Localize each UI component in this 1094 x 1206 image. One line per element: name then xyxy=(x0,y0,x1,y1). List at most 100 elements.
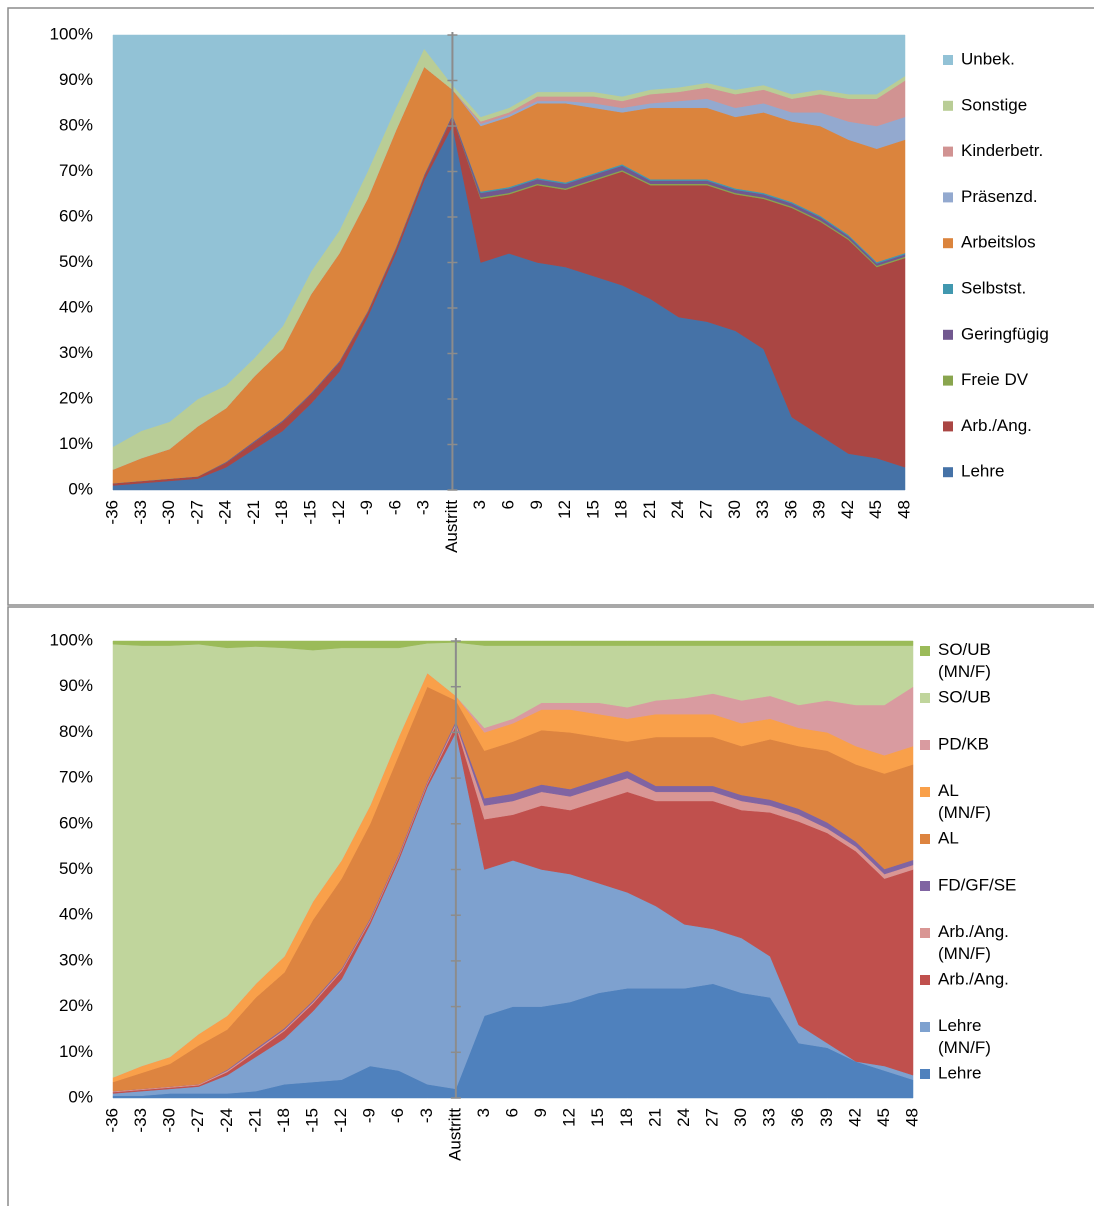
x-tick-label: 24 xyxy=(674,1108,693,1127)
x-tick-label: 42 xyxy=(838,500,857,519)
x-tick-label: 33 xyxy=(760,1108,779,1127)
x-tick-label: Austritt xyxy=(442,500,461,553)
x-tick-label: 36 xyxy=(788,1108,807,1127)
y-tick-label: 60% xyxy=(59,206,93,225)
x-tick-label: 15 xyxy=(583,500,602,519)
panel-borders xyxy=(7,7,1094,1206)
x-tick-label: 18 xyxy=(612,500,631,519)
x-tick-label: 48 xyxy=(894,500,913,519)
legend-label: Arbeitslos xyxy=(961,233,1036,252)
x-tick-label: -3 xyxy=(417,1108,436,1123)
y-tick-label: 70% xyxy=(59,768,93,787)
x-tick-label: -27 xyxy=(187,500,206,525)
x-tick-label: 6 xyxy=(502,1108,521,1117)
legend-label: Selbstst. xyxy=(961,278,1026,297)
x-tick-label: Austritt xyxy=(445,1108,464,1161)
legend-marker xyxy=(943,192,953,203)
y-tick-label: 50% xyxy=(59,252,93,271)
legend-label: AL xyxy=(938,828,959,847)
legend-label: SO/UB (MN/F) xyxy=(938,640,996,681)
legend-label: Lehre xyxy=(961,462,1004,481)
x-tick-label: -30 xyxy=(159,500,178,525)
legend-label: Geringfügig xyxy=(961,324,1049,343)
x-tick-label: 45 xyxy=(874,1108,893,1127)
y-tick-label: 100% xyxy=(50,630,93,649)
legend-marker xyxy=(920,975,930,985)
y-tick-label: 40% xyxy=(59,297,93,316)
x-tick-label: -12 xyxy=(329,500,348,525)
x-tick-label: 21 xyxy=(640,500,659,519)
legend-label: AL (MN/F) xyxy=(938,781,991,822)
x-tick-label: -6 xyxy=(385,500,404,515)
legend-marker xyxy=(943,329,953,340)
y-tick-label: 90% xyxy=(59,676,93,695)
legend-marker xyxy=(943,100,953,111)
x-tick-label: -9 xyxy=(360,1108,379,1123)
x-tick-label: -21 xyxy=(245,1108,264,1133)
panel-border xyxy=(7,606,1094,1206)
x-tick-label: 3 xyxy=(474,1108,493,1117)
x-tick-label: -18 xyxy=(272,500,291,525)
x-tick-label: -15 xyxy=(302,1108,321,1133)
x-tick-label: -24 xyxy=(217,1108,236,1133)
x-tick-label: -36 xyxy=(102,1108,121,1133)
x-tick-label: -21 xyxy=(244,500,263,525)
legend-label: Kinderbetr. xyxy=(961,141,1043,160)
x-tick-label: -6 xyxy=(388,1108,407,1123)
legend-label: Arb./Ang. xyxy=(961,416,1032,435)
legend-marker xyxy=(920,693,930,703)
legend-label: Lehre (MN/F) xyxy=(938,1016,991,1057)
x-tick-label: 15 xyxy=(588,1108,607,1127)
legend-label: Freie DV xyxy=(961,370,1029,389)
x-tick-label: -24 xyxy=(216,500,235,525)
x-tick-label: 39 xyxy=(817,1108,836,1127)
y-tick-label: 30% xyxy=(59,343,93,362)
x-tick-label: 39 xyxy=(810,500,829,519)
x-tick-label: 42 xyxy=(845,1108,864,1127)
y-tick-label: 0% xyxy=(68,479,93,498)
x-tick-label: 9 xyxy=(531,1108,550,1117)
legend-label: FD/GF/SE xyxy=(938,875,1016,894)
y-tick-label: 60% xyxy=(59,813,93,832)
x-tick-label: 30 xyxy=(725,500,744,519)
legend-marker xyxy=(943,238,953,249)
x-tick-label: -12 xyxy=(331,1108,350,1133)
x-tick-label: -30 xyxy=(160,1108,179,1133)
legend-marker xyxy=(943,375,953,386)
legend-label: Lehre xyxy=(938,1063,981,1082)
x-tick-label: 21 xyxy=(645,1108,664,1127)
x-tick-label: 30 xyxy=(731,1108,750,1127)
legend-marker xyxy=(920,928,930,938)
panel-border xyxy=(7,7,1094,606)
legend-marker xyxy=(920,881,930,891)
y-tick-label: 20% xyxy=(59,996,93,1015)
x-tick-label: -3 xyxy=(414,500,433,515)
x-tick-label: -36 xyxy=(102,500,121,525)
legend-marker xyxy=(943,146,953,157)
x-tick-label: 6 xyxy=(498,500,517,509)
legend-marker xyxy=(920,1022,930,1032)
y-tick-label: 70% xyxy=(59,161,93,180)
legend-label: Präsenzd. xyxy=(961,187,1038,206)
legend-label: PD/KB xyxy=(938,734,989,753)
legend-label: Sonstige xyxy=(961,95,1027,114)
x-tick-label: 48 xyxy=(902,1108,921,1127)
x-tick-label: -33 xyxy=(131,500,150,525)
legend-label: Unbek. xyxy=(961,49,1015,68)
legend-marker xyxy=(920,834,930,844)
y-tick-label: 80% xyxy=(59,115,93,134)
y-tick-label: 80% xyxy=(59,722,93,741)
x-tick-label: 27 xyxy=(696,500,715,519)
area xyxy=(112,640,914,651)
legend-marker xyxy=(943,467,953,478)
x-tick-label: -18 xyxy=(274,1108,293,1133)
x-tick-label: 18 xyxy=(617,1108,636,1127)
legend-label: Arb./Ang. (MN/F) xyxy=(938,922,1014,963)
x-tick-label: -27 xyxy=(188,1108,207,1133)
x-tick-label: 12 xyxy=(555,500,574,519)
y-tick-label: 0% xyxy=(68,1087,93,1106)
x-tick-label: 33 xyxy=(753,500,772,519)
y-tick-label: 10% xyxy=(59,1042,93,1061)
x-tick-label: -15 xyxy=(300,500,319,525)
